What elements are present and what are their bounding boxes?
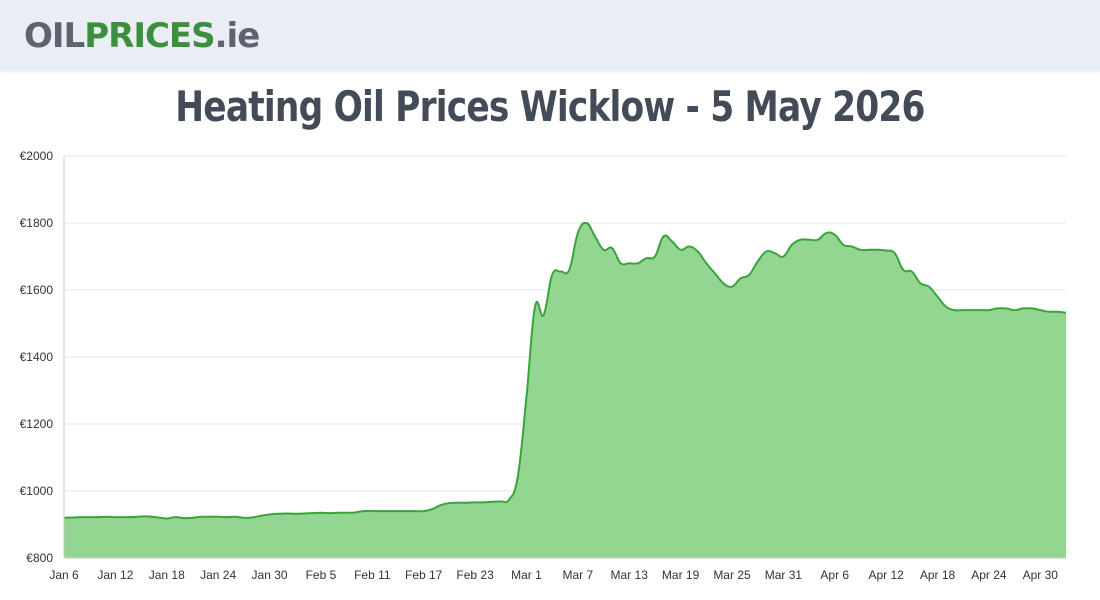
page-title: Heating Oil Prices Wicklow - 5 May 2026 <box>175 82 925 131</box>
site-header: OILPRICES.ie <box>0 0 1100 70</box>
y-tick-label: €800 <box>26 551 53 565</box>
y-tick-label: €1000 <box>20 484 54 498</box>
y-tick-label: €1200 <box>20 417 54 431</box>
y-tick-label: €1600 <box>20 283 54 297</box>
x-tick-label: Mar 7 <box>563 568 594 582</box>
logo-text-prices: PRICES <box>84 16 215 56</box>
y-axis-ticks: €800 €1000 €1200 €1400 €1600 €1800 €2000 <box>20 149 54 565</box>
x-tick-label: Jan 30 <box>252 568 288 582</box>
site-logo[interactable]: OILPRICES.ie <box>24 16 261 56</box>
x-tick-label: Jan 6 <box>49 568 79 582</box>
x-axis-ticks: Jan 6 Jan 12 Jan 18 Jan 24 Jan 30 Feb 5 Feb 11… <box>49 568 1058 582</box>
x-tick-label: Mar 19 <box>662 568 700 582</box>
x-tick-label: Mar 1 <box>511 568 542 582</box>
x-tick-label: Apr 30 <box>1023 568 1059 582</box>
price-area-fill <box>64 222 1066 558</box>
x-tick-label: Mar 13 <box>611 568 649 582</box>
x-tick-label: Apr 18 <box>920 568 956 582</box>
x-tick-label: Feb 17 <box>405 568 443 582</box>
y-tick-label: €2000 <box>20 149 54 163</box>
x-tick-label: Jan 18 <box>149 568 185 582</box>
x-tick-label: Apr 24 <box>971 568 1007 582</box>
x-tick-label: Feb 5 <box>306 568 337 582</box>
y-tick-label: €1400 <box>20 350 54 364</box>
x-tick-label: Apr 12 <box>868 568 904 582</box>
price-series-line <box>63 221 1067 520</box>
x-tick-label: Mar 31 <box>765 568 803 582</box>
x-tick-label: Feb 23 <box>456 568 494 582</box>
x-tick-label: Mar 25 <box>713 568 751 582</box>
x-tick-label: Jan 12 <box>97 568 133 582</box>
x-tick-label: Feb 11 <box>354 568 391 582</box>
x-tick-label: Apr 6 <box>820 568 849 582</box>
y-tick-label: €1800 <box>20 216 54 230</box>
x-tick-label: Jan 24 <box>200 568 236 582</box>
logo-text-oil: OIL <box>24 16 85 56</box>
logo-text-domain: .ie <box>214 16 261 56</box>
